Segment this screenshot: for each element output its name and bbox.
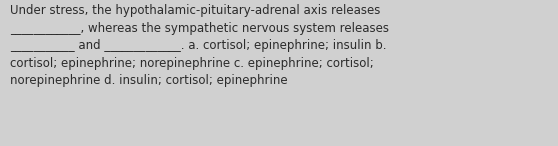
Text: Under stress, the hypothalamic-pituitary-adrenal axis releases
____________, whe: Under stress, the hypothalamic-pituitary… (10, 4, 389, 87)
